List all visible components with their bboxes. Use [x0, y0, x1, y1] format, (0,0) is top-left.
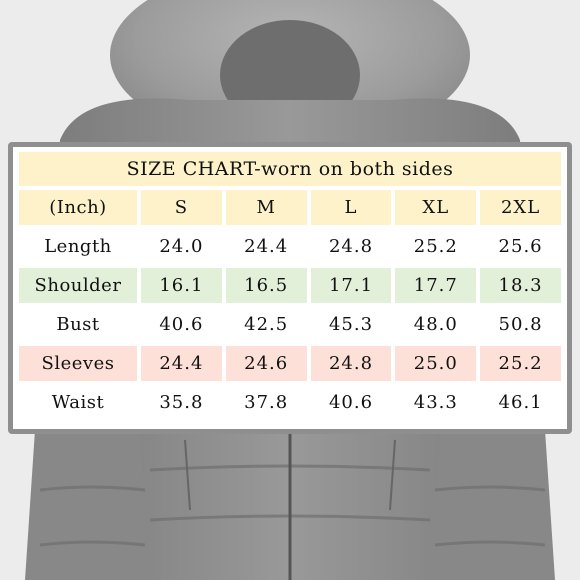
size-header: XL [395, 190, 477, 225]
row-label: Shoulder [19, 268, 137, 303]
table-cell: 17.1 [310, 268, 392, 303]
row-label: Waist [19, 385, 137, 420]
table-cell: 46.1 [480, 385, 561, 420]
table-cell: 43.3 [395, 385, 477, 420]
row-label: Bust [19, 307, 137, 342]
table-cell: 45.3 [310, 307, 392, 342]
table-cell: 40.6 [141, 307, 222, 342]
size-header: M [225, 190, 307, 225]
size-header: L [310, 190, 392, 225]
table-row-length: Length 24.0 24.4 24.8 25.2 25.6 [19, 229, 561, 264]
table-cell: 25.6 [480, 229, 561, 264]
table-cell: 25.2 [395, 229, 477, 264]
size-header: 2XL [480, 190, 561, 225]
table-cell: 16.5 [225, 268, 307, 303]
table-cell: 24.4 [225, 229, 307, 264]
size-table: (Inch) S M L XL 2XL Length 24.0 24.4 24.… [15, 186, 565, 424]
table-cell: 25.0 [395, 346, 477, 381]
table-cell: 24.4 [141, 346, 222, 381]
table-cell: 40.6 [310, 385, 392, 420]
table-cell: 24.0 [141, 229, 222, 264]
size-chart-title: SIZE CHART-worn on both sides [19, 152, 561, 186]
table-cell: 50.8 [480, 307, 561, 342]
table-cell: 25.2 [480, 346, 561, 381]
table-cell: 35.8 [141, 385, 222, 420]
table-row-shoulder: Shoulder 16.1 16.5 17.1 17.7 18.3 [19, 268, 561, 303]
table-cell: 24.8 [310, 229, 392, 264]
size-chart: SIZE CHART-worn on both sides (Inch) S M… [8, 142, 572, 434]
table-cell: 42.5 [225, 307, 307, 342]
table-cell: 24.8 [310, 346, 392, 381]
table-row-bust: Bust 40.6 42.5 45.3 48.0 50.8 [19, 307, 561, 342]
table-cell: 24.6 [225, 346, 307, 381]
size-header: S [141, 190, 222, 225]
row-label: Sleeves [19, 346, 137, 381]
unit-label: (Inch) [19, 190, 137, 225]
table-row-waist: Waist 35.8 37.8 40.6 43.3 46.1 [19, 385, 561, 420]
table-cell: 48.0 [395, 307, 477, 342]
row-label: Length [19, 229, 137, 264]
table-cell: 16.1 [141, 268, 222, 303]
table-row-sleeves: Sleeves 24.4 24.6 24.8 25.0 25.2 [19, 346, 561, 381]
size-chart-inner: SIZE CHART-worn on both sides (Inch) S M… [13, 147, 567, 429]
table-cell: 37.8 [225, 385, 307, 420]
table-cell: 18.3 [480, 268, 561, 303]
table-cell: 17.7 [395, 268, 477, 303]
table-header-row: (Inch) S M L XL 2XL [19, 190, 561, 225]
